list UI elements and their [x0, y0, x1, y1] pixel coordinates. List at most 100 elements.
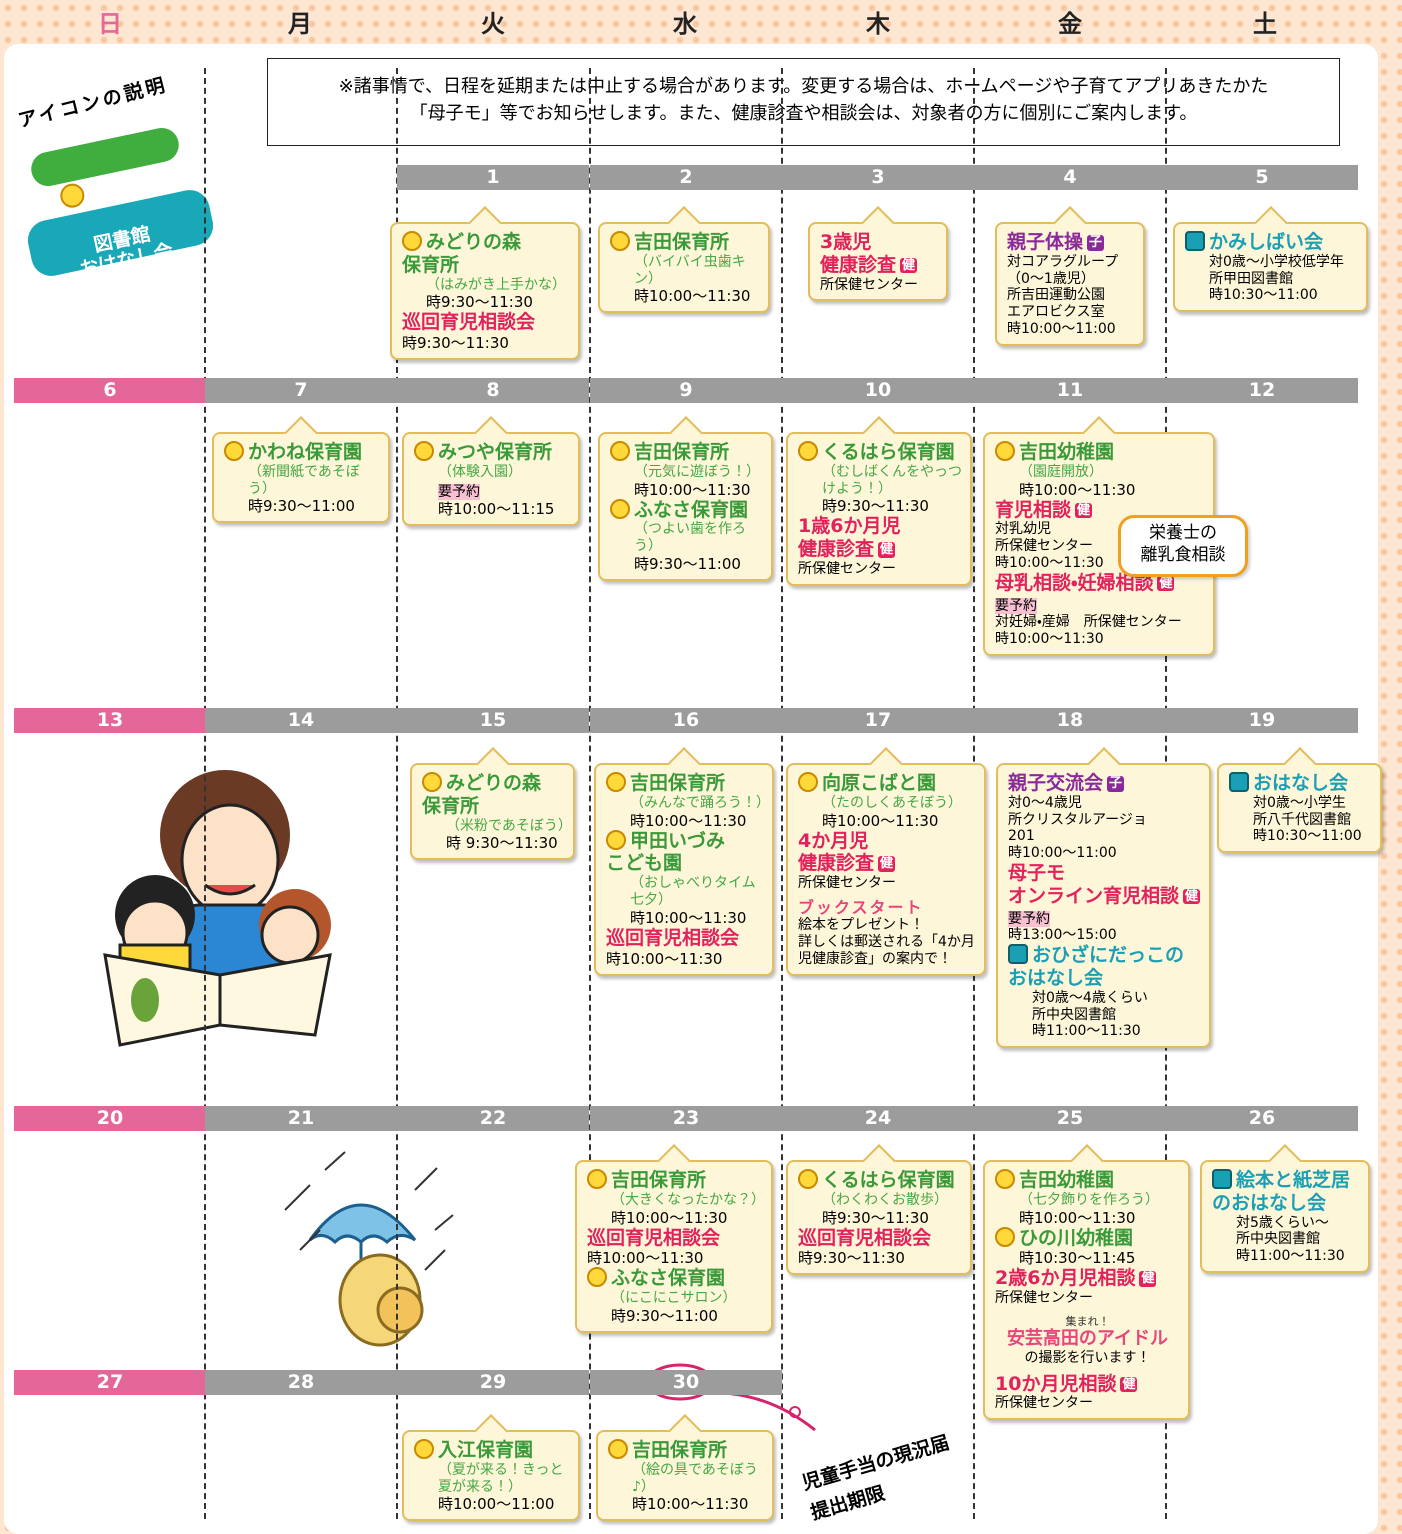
- event-title: 巡回育児相談会: [587, 1227, 763, 1250]
- event-name: 吉田保育所: [634, 231, 730, 253]
- event-name: 親子体操: [1007, 231, 1084, 253]
- event-memo: （園庭開放）: [1019, 463, 1103, 480]
- event-name: みどりの森 保育所: [422, 772, 542, 817]
- event-card: 吉田幼稚園 （園庭開放） 時10:00～11:30 育児相談健対乳幼児 所保健センター時…: [983, 416, 1215, 656]
- event-card: 入江保育園 （夏が来る！きっと夏が来る！） 時10:00～11:00: [402, 1414, 580, 1522]
- event-time: 時9:30～11:30: [822, 497, 929, 516]
- event-text: 所保健センター: [820, 276, 918, 293]
- event-name: 絵本と紙芝居 のおはなし会: [1212, 1169, 1351, 1214]
- event-memo: （元気に遊ぼう！）: [634, 463, 760, 480]
- chick-icon: [798, 441, 818, 461]
- day-number: 19: [1166, 708, 1358, 733]
- event-text: エアロビクス室: [1007, 304, 1105, 321]
- facility-name: 甲田いづみ こども園: [606, 829, 764, 876]
- facility-name: 向原こばと園: [798, 772, 976, 795]
- day-number: 20: [14, 1106, 206, 1131]
- event-card: 吉田幼稚園 （七夕飾りを作ろう） 時10:00～11:30 ひの川幼稚園 時10:30～…: [983, 1144, 1190, 1421]
- event-name: かみしばい会: [1209, 231, 1324, 253]
- chick-icon: [414, 441, 434, 461]
- column-divider: [204, 68, 206, 1519]
- chick-icon: [610, 441, 630, 461]
- day-number: 16: [590, 708, 782, 733]
- event-title: 親子体操子: [1007, 231, 1135, 254]
- event-title: 育児相談健: [995, 499, 1205, 522]
- event-card: 親子交流会子対0～4歳児 所クリスタルアージョ 201 時10:00～11:00 母子モ…: [996, 747, 1211, 1049]
- event-name: 吉田保育所: [634, 441, 730, 463]
- event-memo: （大きくなったかな？）: [611, 1191, 765, 1208]
- event-badge: 子: [1107, 776, 1125, 792]
- event-text: 所中央図書館: [1236, 1231, 1320, 1248]
- chick-icon: [587, 1267, 607, 1288]
- event-title: 巡回育児相談会: [798, 1227, 962, 1250]
- day-number: 17: [782, 708, 974, 733]
- event-card: みどりの森 保育所 （はみがき上手かな） 時9:30～11:30 巡回育児相談会 時9:…: [390, 206, 580, 361]
- event-title: 親子交流会子: [1008, 772, 1201, 795]
- event-name: 甲田いづみ こども園: [606, 829, 726, 875]
- day-number: 13: [14, 708, 206, 733]
- event-title: 4か月児 健康診査健: [798, 830, 976, 876]
- event-time: 時10:00～11:30: [634, 287, 751, 306]
- event-card: くるはら保育園 （わくわくお散歩） 時9:30～11:30 巡回育児相談会 時9:30～…: [786, 1144, 972, 1276]
- chick-icon: [995, 1169, 1015, 1189]
- event-badge: 健: [900, 257, 918, 274]
- day-number: 14: [205, 708, 397, 733]
- event-card: 絵本と紙芝居 のおはなし会 対5歳くらい～ 所中央図書館 時11:00～11:30: [1200, 1144, 1370, 1273]
- event-time: 時9:30～11:30: [426, 293, 533, 312]
- event-name: かわね保育園: [248, 441, 363, 463]
- event-card: 吉田保育所 （元気に遊ぼう！） 時10:00～11:30 ふなさ保育園 （つよい歯を作ろ…: [598, 416, 773, 581]
- chick-icon: [587, 1169, 607, 1189]
- day-number: 3: [782, 165, 974, 190]
- event-name: 巡回育児相談会: [587, 1226, 721, 1249]
- event-time: 時9:30～11:30: [402, 334, 509, 353]
- event-text: 時10:30～11:00: [1209, 287, 1318, 304]
- event-name: 1歳6か月児 健康診査: [798, 515, 901, 561]
- event-time: 時9:30～11:00: [634, 554, 741, 573]
- event-badge: 子: [1087, 235, 1105, 251]
- note-line: 「母子モ」等でお知らせします。また、健康診査や相談会は、対象者の方に個別にご案内…: [409, 103, 1198, 124]
- day-number: 8: [397, 378, 589, 403]
- event-time: 時9:30～11:30: [798, 1249, 905, 1268]
- event-card: かわね保育園 （新聞紙であそぼう） 時9:30～11:00: [212, 416, 390, 524]
- chick-icon: [798, 772, 818, 792]
- reserve-row: 要予約: [995, 595, 1205, 615]
- event-text: 詳しくは郵送される「4か月児健康診査」の案内で！: [798, 933, 975, 967]
- event-name: 2歳6か月児相談: [995, 1267, 1136, 1290]
- facility-name: 吉田幼稚園: [995, 441, 1205, 464]
- day-number: 2: [590, 165, 782, 190]
- day-number: 28: [205, 1370, 397, 1395]
- event-name: 向原こばと園: [822, 772, 937, 794]
- day-number: 23: [590, 1106, 782, 1131]
- event-time: 時10:00～11:30: [634, 480, 751, 499]
- chick-icon: [995, 441, 1015, 461]
- event-name: 吉田幼稚園: [1019, 1169, 1115, 1191]
- event-text: 時11:00～11:30: [1236, 1248, 1345, 1265]
- event-title: 巡回育児相談会: [606, 927, 764, 950]
- event-badge: 健: [1139, 1271, 1157, 1287]
- event-card: 向原こばと園 （たのしくあそぼう） 時10:00～11:30 4か月児 健康診査健所保…: [786, 747, 986, 976]
- chick-icon: [606, 829, 626, 850]
- event-name: 母子モ オンライン育児相談: [1008, 861, 1180, 907]
- event-name: みどりの森 保育所: [402, 231, 522, 276]
- book-icon: [1008, 944, 1028, 965]
- event-memo: （にこにこサロン）: [611, 1290, 737, 1307]
- event-name: 4か月児 健康診査: [798, 829, 875, 875]
- chick-icon: [798, 1169, 818, 1189]
- event-title: 巡回育児相談会: [402, 311, 570, 334]
- event-card: 吉田保育所 （大きくなったかな？） 時10:00～11:30 巡回育児相談会 時10:0…: [575, 1144, 773, 1333]
- facility-name: みつや保育所: [414, 441, 570, 464]
- event-text: 時10:00～11:00: [1007, 320, 1116, 337]
- weekday: 水: [673, 10, 697, 38]
- event-name: 吉田幼稚園: [1019, 441, 1115, 463]
- event-name: 10か月児相談: [995, 1372, 1117, 1395]
- speech-bubble: 栄養士の 離乳食相談: [1118, 515, 1248, 577]
- event-card: おはなし会 対0歳～小学生 所八千代図書館 時10:30～11:00: [1217, 747, 1382, 854]
- event-memo: （絵の具であそぼう♪）: [632, 1461, 758, 1495]
- event-memo: （体験入園）: [438, 463, 522, 480]
- event-text: 所八千代図書館: [1253, 811, 1351, 828]
- event-memo: （夏が来る！きっと夏が来る！）: [438, 1461, 564, 1495]
- facility-name: 吉田保育所: [610, 441, 763, 464]
- event-text: 対コアラグループ: [1007, 253, 1119, 270]
- event-name: 3歳児 健康診査: [820, 231, 897, 276]
- event-badge: 健: [1157, 575, 1175, 592]
